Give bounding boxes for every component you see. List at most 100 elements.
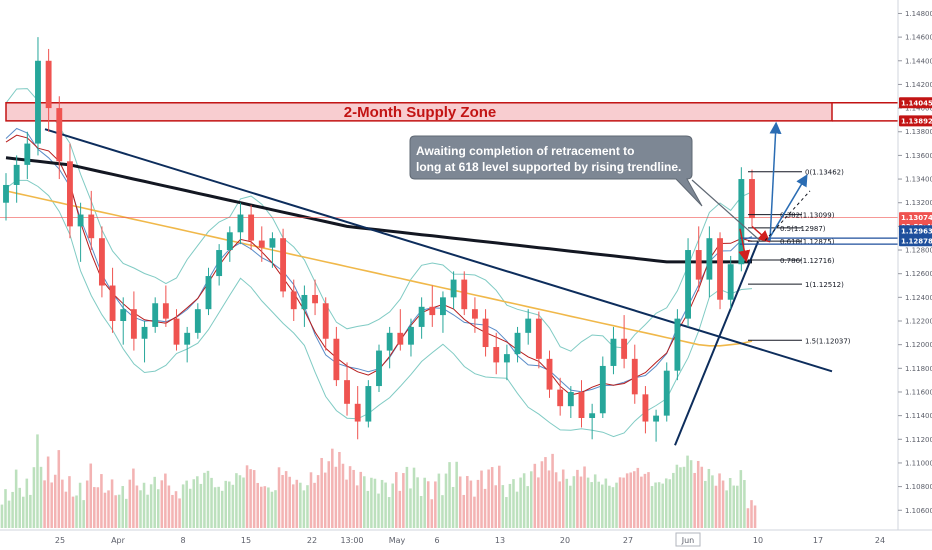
volume-bar xyxy=(384,482,387,528)
volume-bar xyxy=(682,466,686,528)
candle-body xyxy=(653,415,660,422)
volume-bar xyxy=(476,479,480,528)
time-axis[interactable]: 25 Apr 8 15 22 13:00 May 6 13 20 27 Jun 10 17 24 xyxy=(0,529,932,547)
volume-bar xyxy=(441,495,444,528)
volume-bar xyxy=(512,479,515,528)
candle-body xyxy=(461,279,468,310)
volume-bar xyxy=(121,486,125,528)
x-tick-label: Apr xyxy=(111,536,126,545)
y-tick-label: 1.13800 xyxy=(905,128,932,136)
volume-bar xyxy=(494,485,498,528)
callout-pointer xyxy=(691,179,761,242)
volume-bar xyxy=(139,490,142,528)
y-tick-label: 1.11800 xyxy=(905,365,932,373)
supply-zone-rect[interactable] xyxy=(5,102,833,122)
volume-bar xyxy=(270,491,274,528)
candle-body xyxy=(493,347,500,363)
volume-bar xyxy=(704,480,707,528)
volume-bar xyxy=(693,472,696,528)
price-tag[interactable] xyxy=(899,225,932,237)
price-axis[interactable]: 1.14800 1.14600 1.14400 1.14200 1.14000 1.138… xyxy=(897,0,932,530)
volume-bar xyxy=(686,455,689,528)
volume-bar xyxy=(46,456,50,528)
volume-bar xyxy=(508,483,512,528)
volume-bar xyxy=(380,479,384,528)
volume-bar xyxy=(558,481,561,528)
supply-zone-label: 2-Month Supply Zone xyxy=(344,104,496,121)
fib-level-label: 0(1.13462) xyxy=(805,169,844,177)
target-arrow-up[interactable] xyxy=(769,121,782,241)
volume-bar xyxy=(490,467,494,528)
volume-bar xyxy=(714,485,718,528)
candle-body xyxy=(184,332,191,345)
volume-bar xyxy=(448,462,451,528)
volume-bar xyxy=(540,461,544,528)
volume-bar xyxy=(167,485,171,528)
volume-bar xyxy=(601,484,604,528)
volume-bar xyxy=(57,450,61,528)
fib-level-label: 0.382(1.13099) xyxy=(780,212,835,220)
volume-bar xyxy=(235,473,238,528)
volume-bar xyxy=(522,473,526,528)
volume-bar xyxy=(451,486,455,528)
trendlines[interactable] xyxy=(0,128,898,446)
candle-body xyxy=(24,143,31,165)
volume-bar xyxy=(196,476,199,528)
x-tick-label: 17 xyxy=(813,536,823,545)
volume-bar xyxy=(473,496,476,528)
price-tag-label: 1.13892 xyxy=(901,117,932,125)
x-tick-label: 8 xyxy=(180,536,185,545)
bollinger-bands xyxy=(5,88,753,438)
volume-bar xyxy=(316,475,320,528)
volume-bar xyxy=(711,475,714,528)
volume-bar xyxy=(632,471,636,528)
y-tick-label: 1.13400 xyxy=(905,176,932,184)
x-tick-label: 13:00 xyxy=(340,536,363,545)
drop-arrow[interactable] xyxy=(738,228,751,263)
price-tag[interactable] xyxy=(899,97,932,109)
volume-bar xyxy=(309,472,313,528)
retracement-arrow[interactable] xyxy=(751,225,771,243)
supply-zone[interactable]: 2-Month Supply Zone xyxy=(5,102,898,122)
volume-bar xyxy=(64,491,68,528)
descending-trendline[interactable] xyxy=(44,128,833,373)
volume-bar xyxy=(341,463,345,528)
volume-bar xyxy=(615,482,618,528)
candle-body xyxy=(290,291,297,310)
x-tick-label: 20 xyxy=(560,536,570,545)
volume-bar xyxy=(743,480,746,528)
volume-bar xyxy=(93,487,96,528)
candle-body xyxy=(429,306,436,316)
callout-bubble[interactable] xyxy=(409,135,703,207)
volume-bar xyxy=(4,489,7,528)
candle-body xyxy=(557,389,564,407)
rising-trendline[interactable] xyxy=(674,241,759,446)
volume-bar xyxy=(345,479,348,528)
candle-body xyxy=(376,350,382,387)
candle-body xyxy=(386,332,393,351)
price-tag-label: 1.12878 xyxy=(901,237,932,245)
fibonacci-retracement[interactable]: 0(1.13462) 0.382(1.13099) 0.5(1.12987) 0.61… xyxy=(740,169,898,346)
volume-bar xyxy=(672,472,675,528)
price-tag[interactable] xyxy=(899,212,932,224)
volume-bar xyxy=(29,494,32,528)
candle-body xyxy=(589,413,596,418)
candle-body xyxy=(685,250,691,319)
candle-body xyxy=(333,338,340,381)
projection-arrows[interactable] xyxy=(738,121,811,263)
volume-bar xyxy=(629,472,632,528)
candle-body xyxy=(599,365,606,414)
candle-body xyxy=(365,386,372,422)
volume-bar xyxy=(661,483,664,528)
price-tag[interactable] xyxy=(899,115,932,127)
price-tag[interactable] xyxy=(899,235,932,247)
annotation-callout[interactable]: Awaiting completion of retracement to lo… xyxy=(409,135,761,242)
volume-bar xyxy=(32,467,36,528)
callout-text-line-2: long at 618 level supported by rising tr… xyxy=(416,160,681,174)
volume-bar xyxy=(394,472,398,528)
volume-bar xyxy=(377,493,380,528)
volume-bar xyxy=(569,485,572,528)
y-tick-label: 1.11200 xyxy=(905,436,932,444)
